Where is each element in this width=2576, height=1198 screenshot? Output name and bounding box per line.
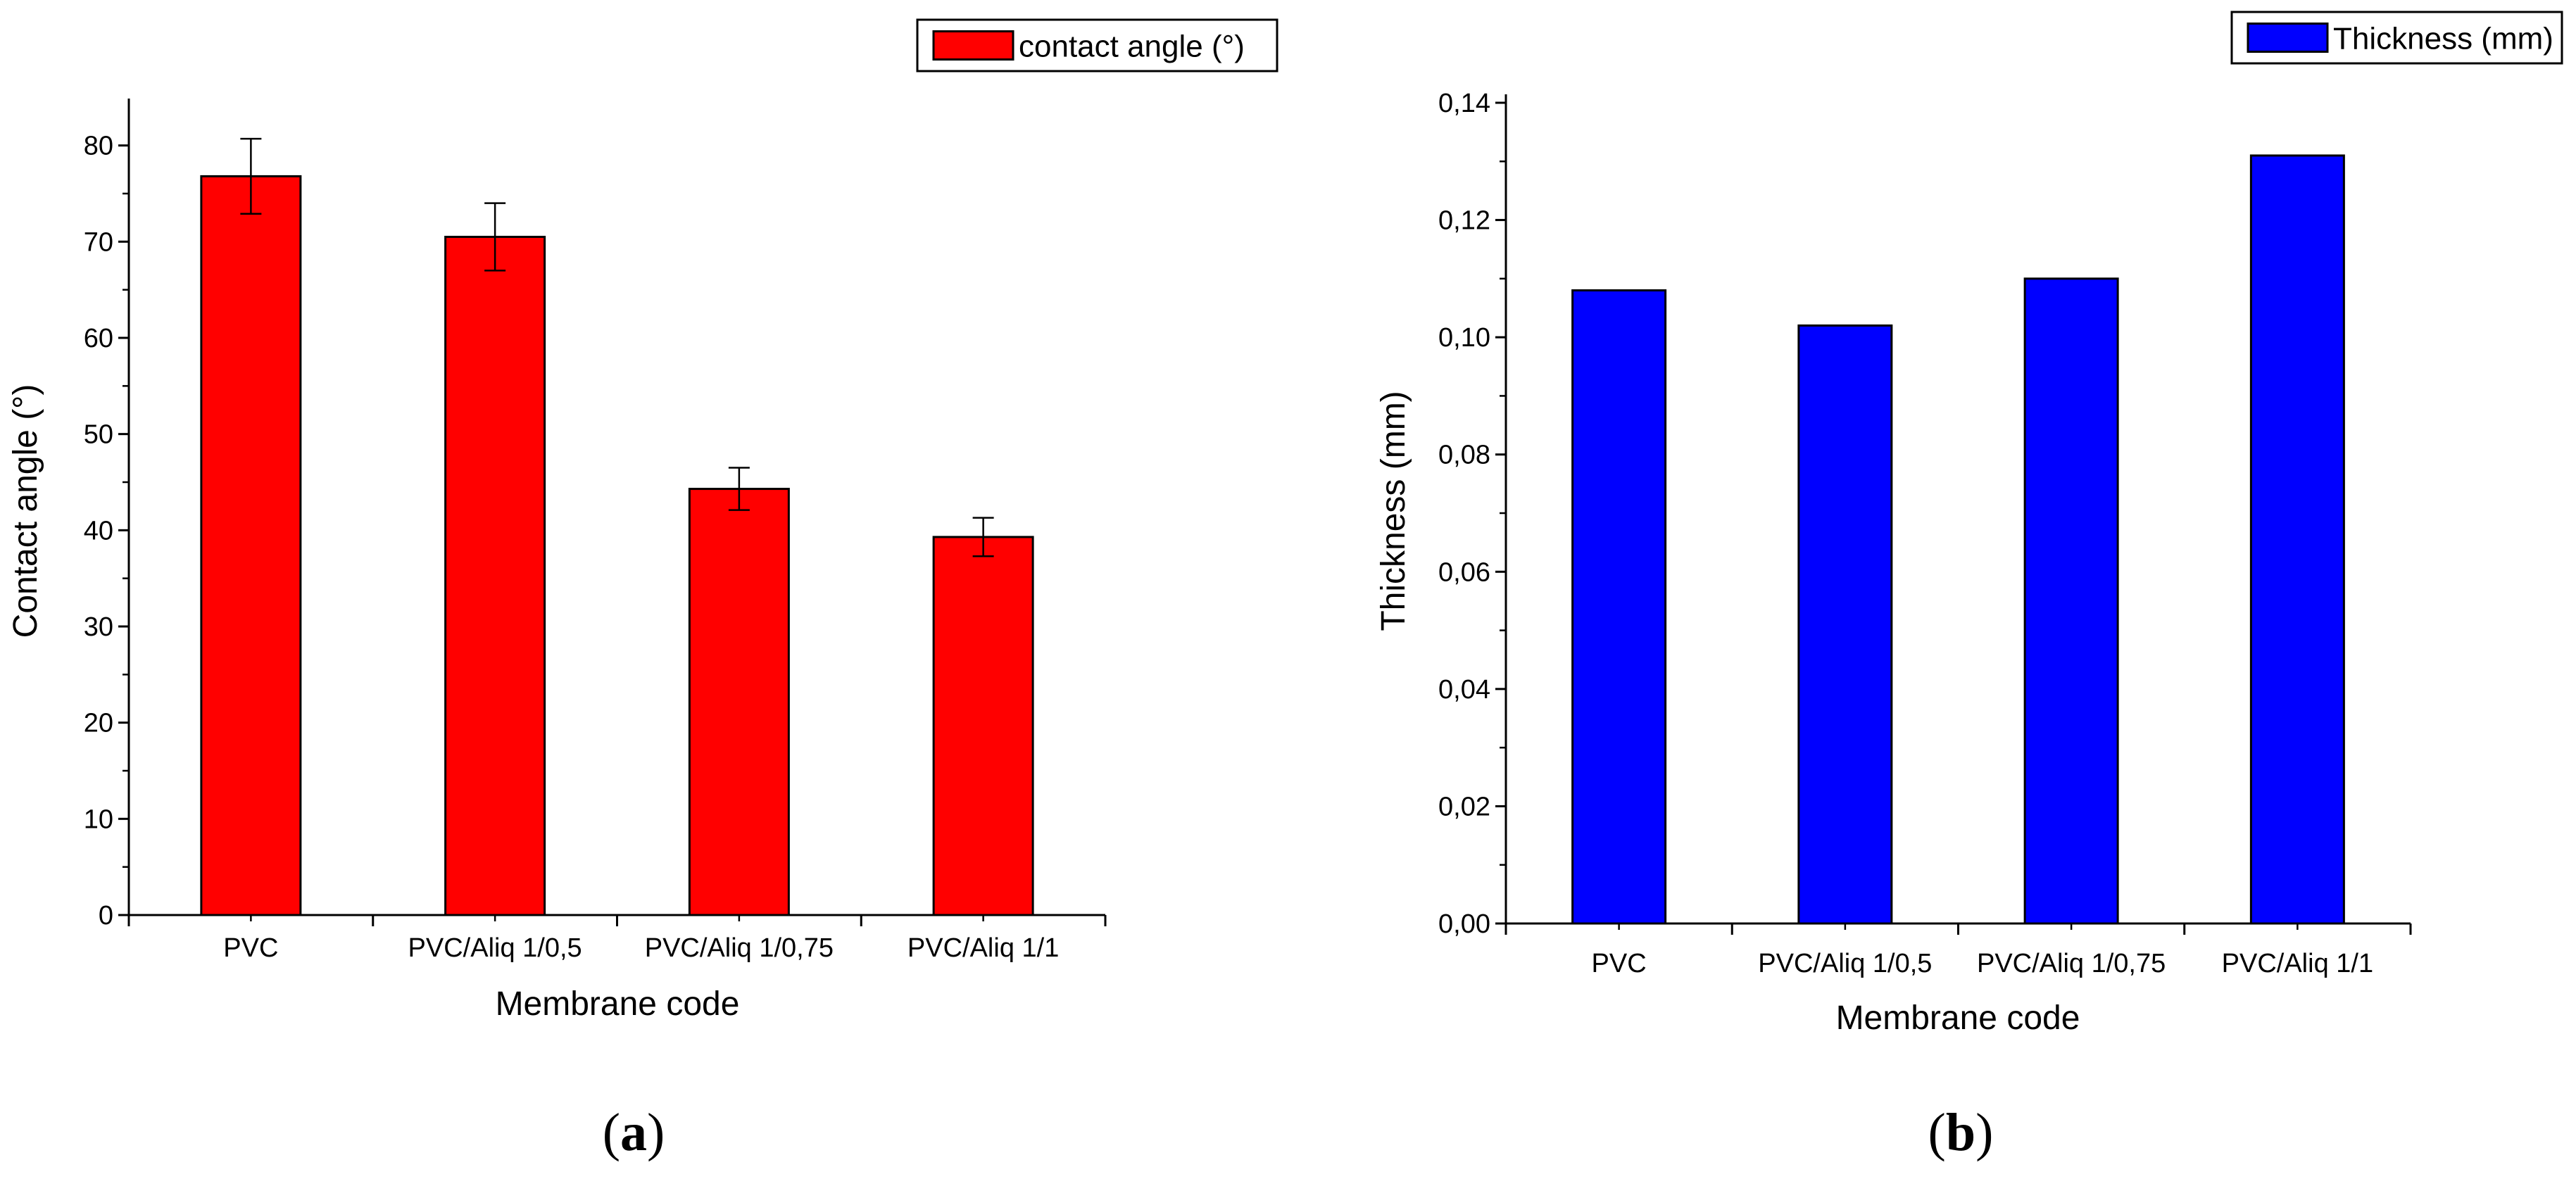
bar-1 (1571, 289, 1667, 925)
x-tick-label: PVC (1592, 949, 1647, 978)
y-tick-label: 80 (84, 132, 113, 161)
y-tick-label: 30 (84, 612, 113, 642)
legend-swatch (2247, 23, 2329, 53)
bar-2 (1797, 324, 1893, 925)
x-tick-label: PVC/Aliq 1/0,75 (1977, 949, 2166, 978)
caption-close: ) (647, 1103, 665, 1162)
bar-2 (444, 236, 546, 916)
error-bar-2 (484, 202, 506, 272)
caption-open: ( (1928, 1103, 1946, 1162)
x-tick-label: PVC/Aliq 1/1 (2222, 949, 2373, 978)
bar-4 (932, 536, 1034, 916)
y-tick-label: 0,12 (1438, 206, 1490, 236)
x-tick-label: PVC/Aliq 1/0,75 (645, 933, 834, 963)
y-tick-label: 0,06 (1438, 557, 1490, 587)
caption-close: ) (1975, 1103, 1993, 1162)
bar-3 (2023, 277, 2119, 925)
y-tick-label: 0,02 (1438, 792, 1490, 821)
y-axis-title: Thickness (mm) (1375, 391, 1412, 631)
panel-a-chart: PVC PVC/Aliq 1/0,5 PVC/Aliq 1/0,75 PVC/Aliq… (7, 18, 1278, 1162)
y-tick-label: 40 (84, 516, 113, 546)
y-tick-label: 0,04 (1438, 675, 1490, 705)
caption-letter: b (1946, 1103, 1975, 1162)
y-tick-label: 0,08 (1438, 441, 1490, 470)
y-tick-label: 20 (84, 709, 113, 738)
y-tick-label: 50 (84, 420, 113, 450)
x-axis-title: Membrane code (496, 985, 740, 1023)
legend-swatch (932, 30, 1014, 61)
caption-open: ( (603, 1103, 620, 1162)
error-bar-1 (240, 137, 262, 215)
caption-letter: a (620, 1103, 647, 1162)
y-tick-label: 0 (99, 901, 113, 931)
panel-b-chart: PVC PVC/Aliq 1/0,5 PVC/Aliq 1/0,75 PVC/Aliq… (1375, 11, 2563, 1162)
x-tick-label: PVC/Aliq 1/1 (907, 933, 1059, 963)
y-tick-label: 70 (84, 227, 113, 257)
legend-label: contact angle (°) (1019, 30, 1245, 64)
y-tick-label: 0,14 (1438, 89, 1490, 118)
x-tick-label: PVC/Aliq 1/0,5 (408, 933, 582, 963)
y-tick-label: 0,00 (1438, 909, 1490, 939)
y-tick-label: 10 (84, 805, 113, 834)
legend: contact angle (°) (916, 18, 1278, 72)
bar-4 (2249, 154, 2345, 925)
y-axis-title: Contact angle (°) (7, 384, 44, 638)
legend: Thickness (mm) (2230, 11, 2563, 65)
x-tick-label: PVC (223, 933, 278, 963)
bar-1 (200, 175, 302, 916)
x-axis-title: Membrane code (1836, 1000, 2080, 1037)
bar-3 (688, 488, 790, 916)
error-bar-4 (972, 517, 994, 557)
panel-caption: (b) (1928, 1103, 1994, 1162)
legend-label: Thickness (mm) (2333, 22, 2553, 56)
error-bar-3 (728, 467, 750, 511)
y-tick-label: 60 (84, 324, 113, 353)
panel-caption: (a) (603, 1103, 665, 1162)
y-tick-label: 0,10 (1438, 323, 1490, 353)
x-tick-label: PVC/Aliq 1/0,5 (1758, 949, 1932, 978)
